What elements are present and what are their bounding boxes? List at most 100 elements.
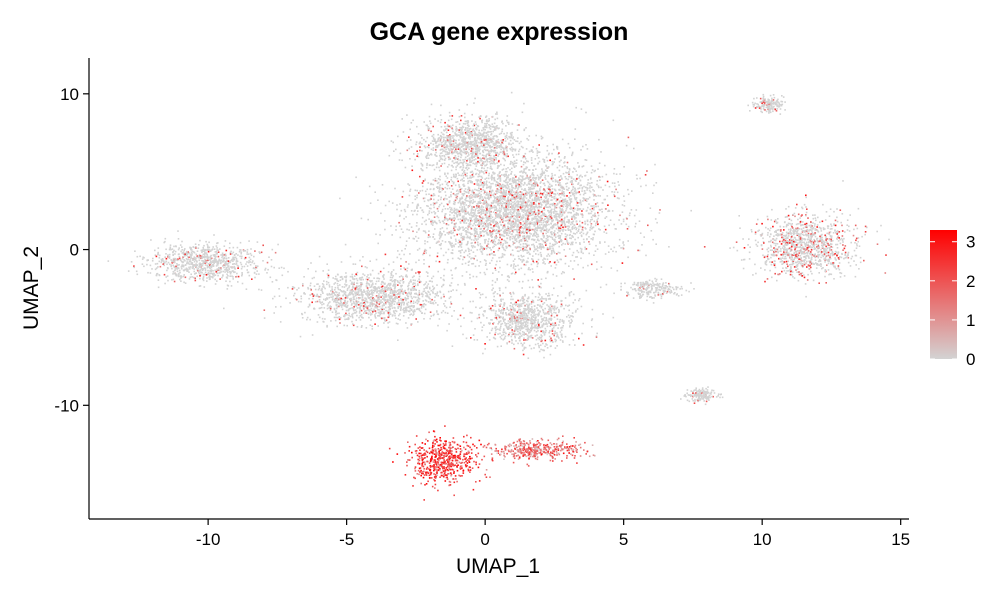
- data-point: [539, 227, 541, 229]
- data-point: [458, 250, 460, 252]
- data-point: [460, 293, 462, 296]
- data-point: [408, 194, 411, 197]
- data-point: [356, 279, 359, 282]
- data-point: [406, 297, 408, 300]
- data-point: [572, 183, 574, 186]
- data-point: [558, 200, 561, 203]
- data-point: [399, 203, 401, 205]
- data-point: [372, 289, 375, 292]
- data-point: [581, 221, 584, 224]
- data-point: [383, 298, 385, 301]
- data-point: [540, 137, 543, 140]
- data-point: [511, 193, 513, 196]
- data-point: [177, 230, 179, 232]
- data-point: [192, 246, 195, 248]
- data-point: [158, 260, 161, 263]
- data-point: [496, 210, 499, 213]
- data-point: [344, 291, 347, 294]
- data-point: [459, 212, 462, 215]
- data-point: [504, 228, 507, 231]
- data-point: [381, 305, 384, 307]
- data-point: [336, 273, 339, 276]
- data-point: [432, 288, 434, 291]
- data-point: [321, 303, 323, 306]
- data-point: [532, 182, 535, 185]
- data-point: [530, 183, 533, 186]
- chart-title: GCA gene expression: [370, 18, 629, 46]
- data-point: [586, 238, 588, 240]
- data-point: [328, 292, 331, 295]
- data-point: [505, 181, 507, 184]
- data-point: [189, 259, 191, 261]
- data-point: [518, 308, 520, 311]
- data-point: [402, 293, 404, 295]
- data-point: [165, 253, 167, 255]
- data-point: [187, 269, 189, 271]
- data-point: [248, 274, 251, 277]
- data-point: [325, 298, 327, 300]
- data-point: [439, 204, 441, 206]
- data-point: [340, 261, 343, 263]
- data-point: [355, 292, 358, 295]
- data-point: [205, 248, 207, 251]
- data-point: [361, 291, 364, 293]
- data-point: [558, 241, 560, 243]
- data-point: [321, 287, 323, 290]
- data-point: [378, 296, 381, 298]
- data-point: [582, 266, 584, 269]
- data-point: [465, 227, 467, 229]
- data-point: [263, 309, 266, 311]
- data-point: [525, 221, 528, 223]
- data-point: [427, 272, 429, 274]
- data-point: [556, 192, 559, 195]
- data-point: [475, 275, 478, 278]
- data-point: [477, 175, 479, 178]
- data-point: [352, 298, 355, 301]
- data-point: [480, 217, 483, 220]
- data-point: [436, 186, 438, 188]
- data-point: [225, 255, 227, 257]
- data-point: [464, 202, 466, 204]
- data-point: [544, 190, 546, 192]
- data-point: [544, 194, 547, 196]
- data-point: [564, 233, 567, 235]
- data-point: [452, 203, 455, 205]
- data-point: [424, 240, 426, 242]
- data-point: [461, 206, 463, 208]
- data-point: [330, 290, 332, 292]
- data-point: [406, 309, 408, 311]
- data-point: [174, 259, 176, 262]
- data-point: [355, 291, 358, 294]
- data-point: [504, 242, 507, 244]
- data-point: [391, 290, 394, 292]
- data-point: [450, 282, 453, 284]
- data-point: [560, 159, 562, 162]
- data-point: [211, 249, 213, 251]
- data-point: [227, 275, 229, 277]
- data-point: [373, 277, 375, 279]
- data-point: [543, 214, 546, 217]
- data-point: [463, 317, 465, 319]
- data-point: [527, 188, 530, 191]
- data-point: [530, 180, 532, 183]
- data-point: [387, 316, 390, 319]
- data-point: [483, 248, 485, 250]
- data-point: [427, 182, 430, 184]
- data-point: [413, 275, 415, 277]
- data-point: [519, 191, 522, 193]
- data-point: [384, 228, 386, 231]
- data-point: [448, 149, 450, 151]
- data-point: [613, 168, 616, 170]
- data-point: [455, 166, 457, 168]
- data-point: [479, 211, 482, 213]
- data-point: [438, 219, 441, 222]
- data-point: [412, 300, 415, 303]
- data-point: [547, 220, 549, 223]
- data-point: [381, 309, 384, 311]
- data-point: [216, 269, 219, 271]
- data-point: [545, 206, 548, 208]
- data-point: [248, 240, 250, 242]
- data-point: [508, 223, 511, 225]
- data-point: [352, 324, 355, 327]
- data-point: [458, 200, 461, 202]
